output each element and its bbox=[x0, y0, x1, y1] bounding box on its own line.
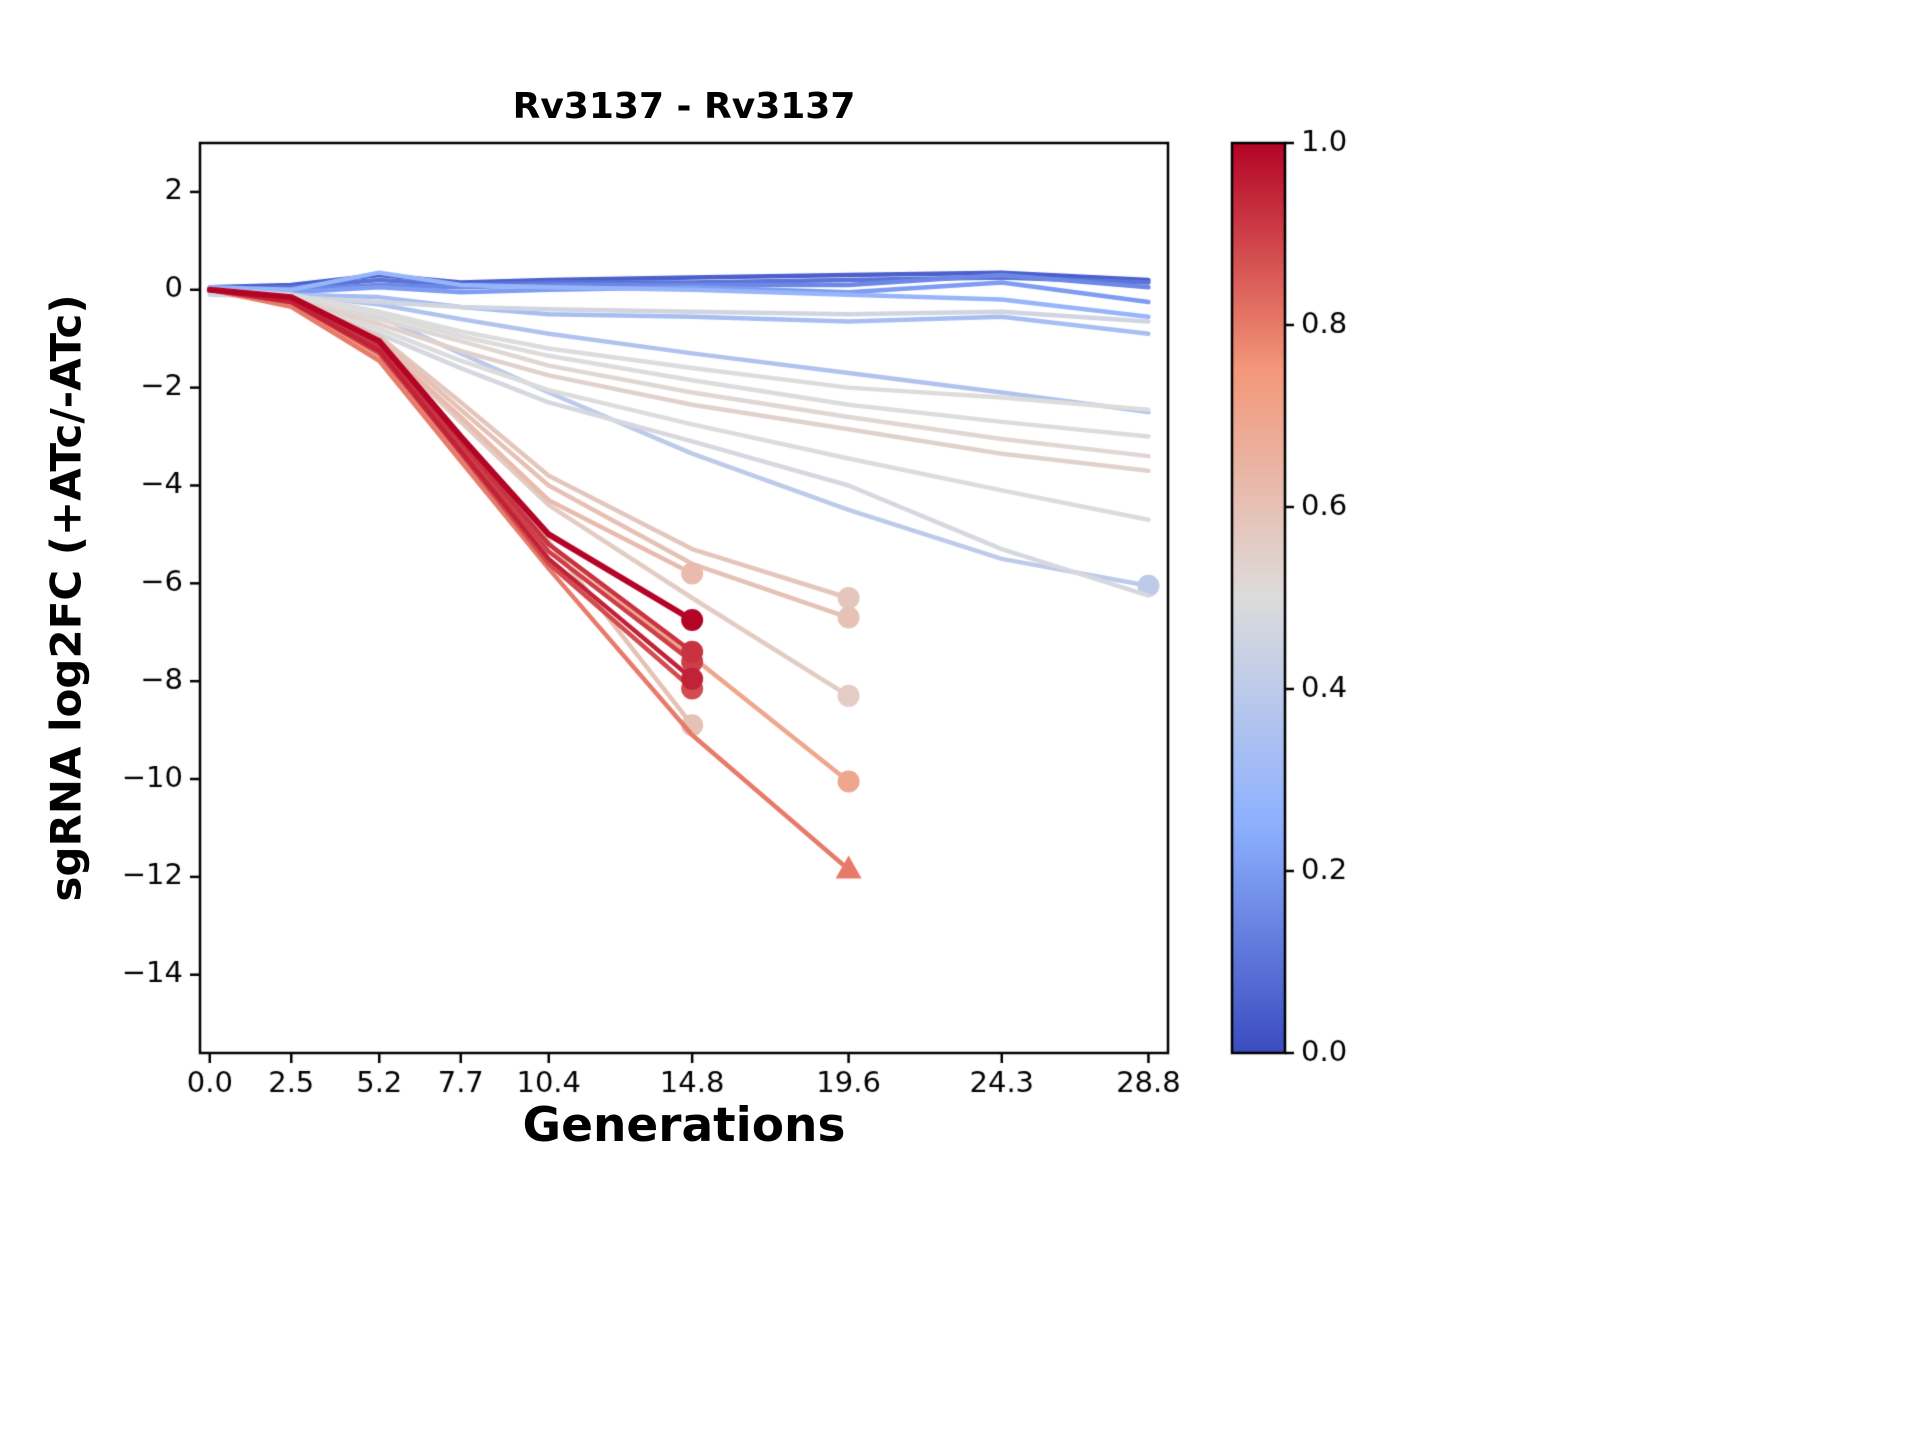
x-axis-label: Generations bbox=[522, 1098, 846, 1153]
y-axis-label: sgRNA log2FC (+ATc/-ATc) bbox=[41, 294, 91, 902]
chart-title: Rv3137 - Rv3137 bbox=[512, 86, 856, 127]
